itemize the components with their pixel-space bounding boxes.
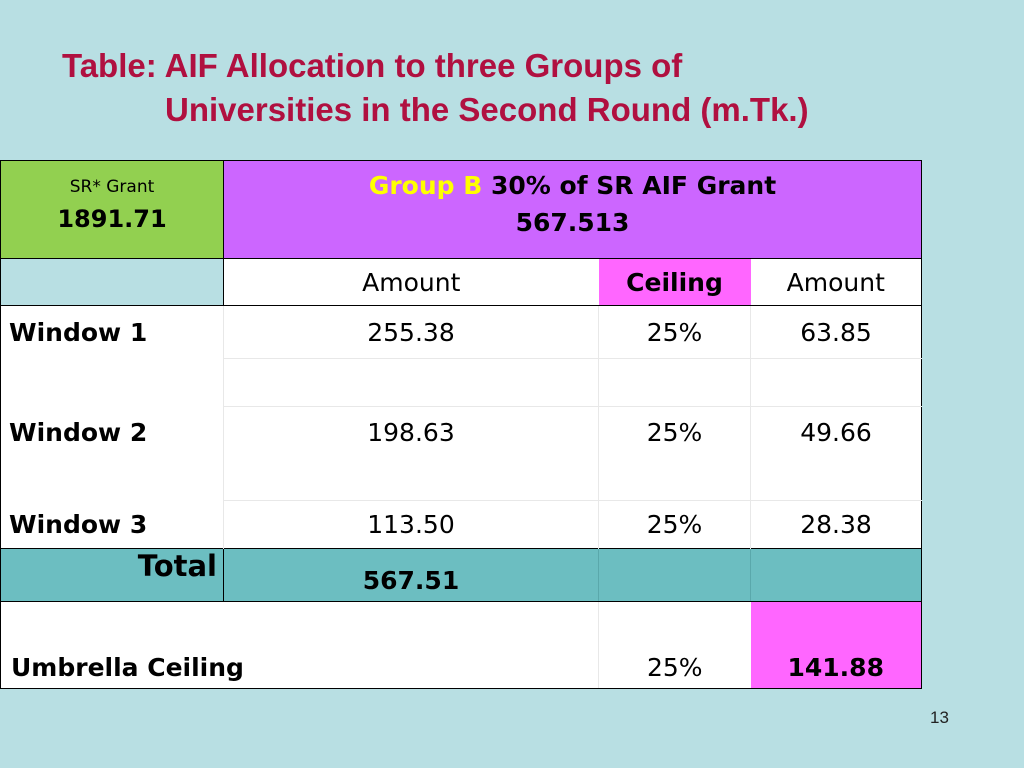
row-ceiling: 25%	[598, 406, 751, 459]
row-label-empty	[0, 358, 224, 407]
header-ceiling: Ceiling	[598, 258, 751, 306]
total-label: Total	[0, 548, 224, 602]
row-amount-2: 28.38	[750, 500, 922, 549]
umbrella-ceiling-amount: 141.88	[750, 601, 922, 689]
slide-title-line-1: Table: AIF Allocation to three Groups of	[62, 47, 683, 84]
row-empty-cell	[223, 458, 599, 501]
row-label-empty	[0, 458, 224, 501]
group-b-value: 567.513	[515, 208, 630, 237]
group-b-heading: Group B 30% of SR AIF Grant	[225, 171, 921, 200]
row-empty-cell	[598, 358, 751, 407]
table-row: Window 2 198.63 25% 49.66	[0, 406, 922, 459]
total-row: Total 567.51	[0, 548, 922, 602]
umbrella-ceiling-percent: 25%	[598, 601, 751, 689]
row-amount: 255.38	[223, 305, 599, 359]
group-b-name: Group B	[368, 171, 483, 200]
sr-grant-value: 1891.71	[57, 205, 167, 233]
row-amount: 198.63	[223, 406, 599, 459]
row-label-window-1: Window 1	[0, 305, 224, 359]
row-empty-cell	[223, 358, 599, 407]
row-label-window-2: Window 2	[0, 406, 224, 459]
header-amount-2: Amount	[750, 258, 922, 306]
page-number: 13	[930, 708, 949, 727]
total-empty-cell	[750, 548, 922, 602]
aif-allocation-table: SR* Grant 1891.71 Group B 30% of SR AIF …	[0, 160, 922, 689]
row-empty-cell	[750, 358, 922, 407]
table-row-spacer	[0, 358, 922, 407]
header-row: Amount Ceiling Amount	[0, 258, 922, 306]
table-row-spacer	[0, 458, 922, 501]
row-amount: 113.50	[223, 500, 599, 549]
row-label-window-3: Window 3	[0, 500, 224, 549]
slide-title-line-2: Universities in the Second Round (m.Tk.)	[165, 91, 809, 128]
row-empty-cell	[598, 458, 751, 501]
umbrella-row: Umbrella Ceiling 25% 141.88	[0, 601, 922, 689]
row-ceiling: 25%	[598, 500, 751, 549]
table-row: Window 1 255.38 25% 63.85	[0, 305, 922, 359]
table-row: Window 3 113.50 25% 28.38	[0, 500, 922, 549]
row-amount-2: 49.66	[750, 406, 922, 459]
group-b-cell: Group B 30% of SR AIF Grant 567.513	[223, 160, 922, 259]
header-amount: Amount	[223, 258, 599, 306]
row-amount-2: 63.85	[750, 305, 922, 359]
slide-title: Table: AIF Allocation to three Groups of…	[62, 44, 992, 132]
sr-grant-label: SR* Grant	[69, 177, 155, 197]
row-empty-cell	[750, 458, 922, 501]
group-b-description: 30% of SR AIF Grant	[482, 171, 777, 200]
total-empty-cell	[598, 548, 751, 602]
row-ceiling: 25%	[598, 305, 751, 359]
table-top-row: SR* Grant 1891.71 Group B 30% of SR AIF …	[0, 160, 922, 259]
sr-grant-cell: SR* Grant 1891.71	[0, 160, 224, 259]
total-amount: 567.51	[223, 548, 599, 602]
umbrella-ceiling-label: Umbrella Ceiling	[0, 601, 599, 689]
header-blank-cell	[0, 258, 224, 306]
